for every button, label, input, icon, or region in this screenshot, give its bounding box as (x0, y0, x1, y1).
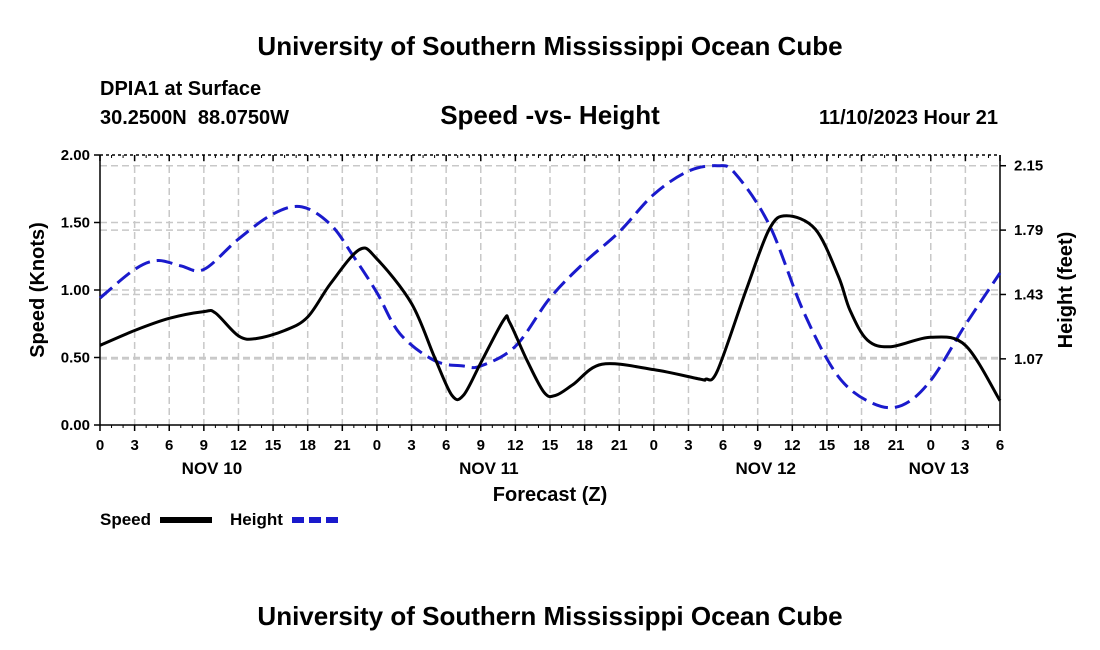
y2-tick-label: 2.15 (1014, 158, 1043, 175)
x-tick-label: 18 (576, 437, 593, 454)
legend-height-label: Height (230, 510, 283, 529)
x-tick-label: 3 (130, 437, 138, 454)
x-tick-label: 12 (230, 437, 247, 454)
legend: Speed Height (100, 510, 342, 529)
x-tick-label: 9 (477, 437, 485, 454)
page-title: University of Southern Mississippi Ocean… (257, 31, 842, 61)
x-tick-label: 3 (684, 437, 692, 454)
y-tick-label: 0.50 (61, 350, 90, 367)
x-tick-label: 15 (542, 437, 559, 454)
x-axis-label: Forecast (Z) (493, 484, 607, 506)
x-tick-label: 6 (442, 437, 450, 454)
x-tick-label: 0 (927, 437, 935, 454)
x-tick-label: 3 (961, 437, 969, 454)
y-tick-label: 1.50 (61, 215, 90, 232)
x-tick-label: 12 (507, 437, 524, 454)
plot-area: 0 3 6 9 12 15 18 21 0 3 6 9 12 15 18 21 0 3 6 9 12 15 18 21 0 3 6N… (61, 147, 1043, 478)
x-tick-label: 6 (996, 437, 1004, 454)
y-tick-label: 2.00 (61, 147, 90, 164)
x-tick-label: 21 (334, 437, 351, 454)
station-label: DPIA1 at Surface (100, 78, 261, 100)
x-tick-label: 21 (611, 437, 628, 454)
x-tick-label: 18 (853, 437, 870, 454)
x-tick-label: 6 (165, 437, 173, 454)
y-tick-label: 1.00 (61, 282, 90, 299)
y-axis-label: Speed (Knots) (27, 222, 49, 358)
x-tick-label: 12 (784, 437, 801, 454)
x-date-label: NOV 13 (909, 459, 969, 478)
legend-speed-label: Speed (100, 510, 151, 529)
x-tick-label: 0 (650, 437, 658, 454)
chart-title: Speed -vs- Height (440, 100, 660, 130)
coordinates-label: 30.2500N 88.0750W (100, 107, 289, 129)
speed-series-line (99, 214, 1002, 402)
x-tick-label: 0 (96, 437, 104, 454)
x-date-label: NOV 12 (736, 459, 796, 478)
x-tick-label: 9 (754, 437, 762, 454)
x-tick-label: 3 (407, 437, 415, 454)
footer-title: University of Southern Mississippi Ocean… (257, 601, 842, 631)
x-tick-label: 21 (888, 437, 905, 454)
y-tick-label: 0.00 (61, 417, 90, 434)
x-tick-label: 0 (373, 437, 381, 454)
y2-axis-label: Height (feet) (1055, 232, 1077, 349)
x-tick-label: 15 (265, 437, 282, 454)
x-tick-label: 18 (299, 437, 316, 454)
x-date-label: NOV 10 (182, 459, 242, 478)
x-tick-label: 6 (719, 437, 727, 454)
date-label: 11/10/2023 Hour 21 (819, 107, 998, 129)
y2-tick-label: 1.07 (1014, 351, 1043, 368)
x-tick-label: 9 (200, 437, 208, 454)
x-tick-label: 15 (819, 437, 836, 454)
y2-tick-label: 1.43 (1014, 286, 1043, 303)
y2-tick-label: 1.79 (1014, 222, 1043, 239)
x-date-label: NOV 11 (459, 459, 519, 478)
